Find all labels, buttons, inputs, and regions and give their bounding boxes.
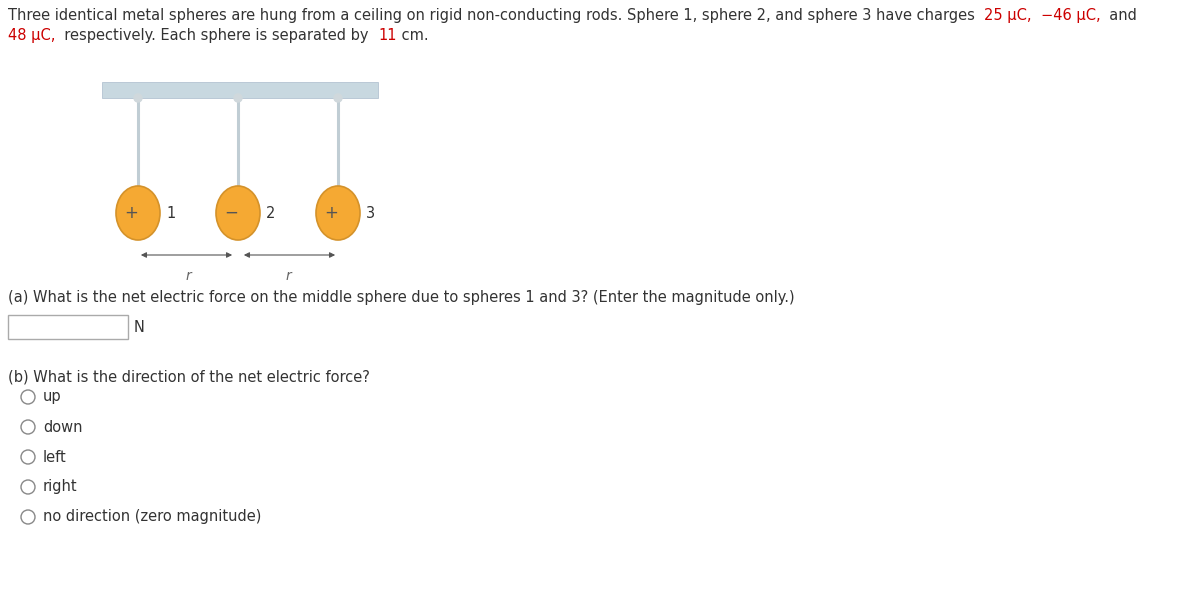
- Circle shape: [234, 94, 242, 102]
- Text: r: r: [285, 269, 291, 283]
- Text: (b) What is the direction of the net electric force?: (b) What is the direction of the net ele…: [8, 369, 369, 384]
- Text: +: +: [124, 204, 138, 222]
- Circle shape: [21, 480, 34, 494]
- Text: r: r: [185, 269, 191, 283]
- Text: (a) What is the net electric force on the middle sphere due to spheres 1 and 3? : (a) What is the net electric force on th…: [8, 290, 795, 305]
- Text: respectively. Each sphere is separated by: respectively. Each sphere is separated b…: [56, 28, 378, 43]
- Text: 25 μC,: 25 μC,: [984, 8, 1031, 23]
- Ellipse shape: [316, 186, 360, 240]
- Text: no direction (zero magnitude): no direction (zero magnitude): [43, 510, 261, 525]
- Text: up: up: [43, 390, 62, 405]
- Ellipse shape: [116, 186, 160, 240]
- Circle shape: [21, 420, 34, 434]
- Circle shape: [21, 390, 34, 404]
- Text: 2: 2: [266, 206, 276, 221]
- Text: Three identical metal spheres are hung from a ceiling on rigid non-conducting ro: Three identical metal spheres are hung f…: [8, 8, 984, 23]
- Text: 48 μC,: 48 μC,: [8, 28, 56, 43]
- Circle shape: [21, 510, 34, 524]
- FancyBboxPatch shape: [8, 315, 128, 339]
- Text: 1: 1: [166, 206, 176, 221]
- Text: +: +: [324, 204, 337, 222]
- Text: N: N: [134, 320, 145, 335]
- FancyBboxPatch shape: [102, 82, 378, 98]
- Circle shape: [134, 94, 143, 102]
- Text: right: right: [43, 479, 77, 494]
- Text: and: and: [1100, 8, 1137, 23]
- Text: −: −: [225, 204, 238, 222]
- Text: cm.: cm.: [397, 28, 428, 43]
- Text: 11: 11: [378, 28, 397, 43]
- Circle shape: [21, 450, 34, 464]
- Text: down: down: [43, 420, 82, 435]
- Circle shape: [334, 94, 342, 102]
- Text: −46 μC,: −46 μC,: [1041, 8, 1100, 23]
- Text: 3: 3: [366, 206, 375, 221]
- Ellipse shape: [216, 186, 260, 240]
- Text: left: left: [43, 449, 67, 464]
